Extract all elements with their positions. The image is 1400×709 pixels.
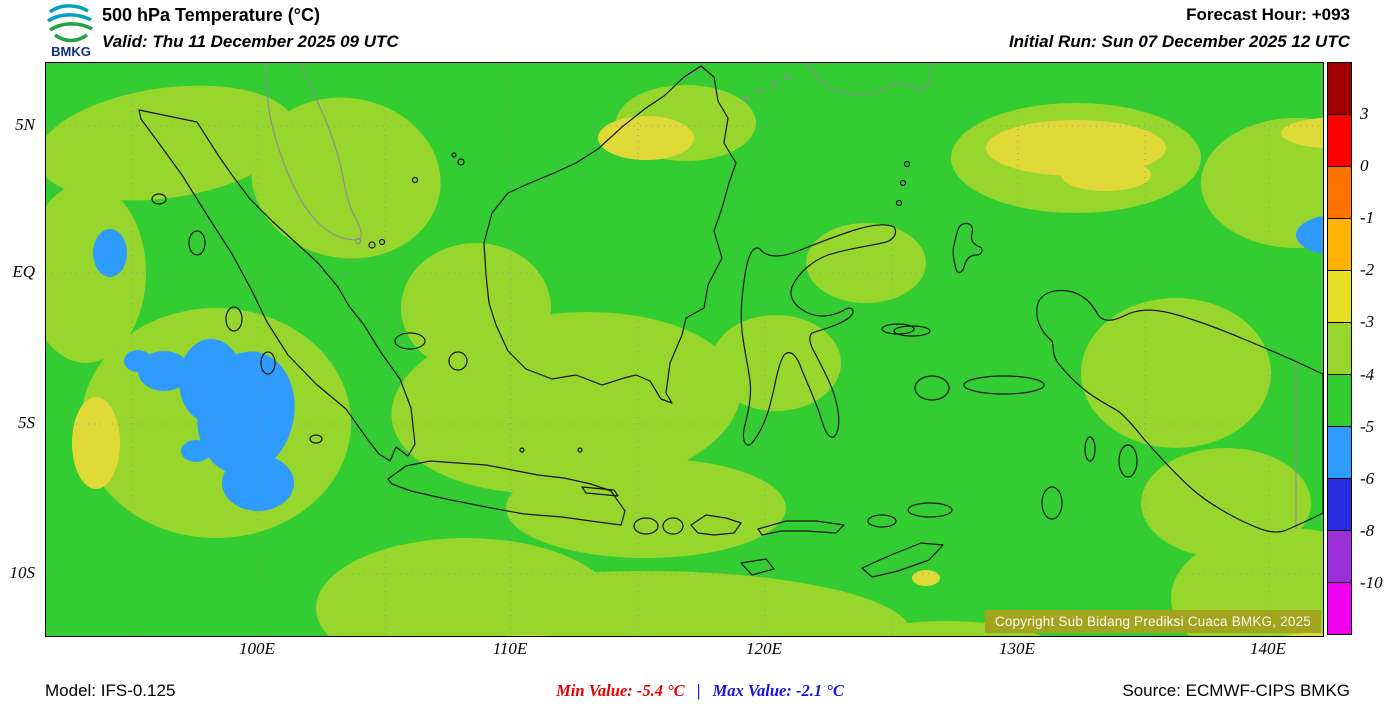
temperature-map: Copyright Sub Bidang Prediksi Cuaca BMKG… bbox=[45, 62, 1324, 637]
model-label: Model: IFS-0.125 bbox=[45, 681, 176, 700]
lat-label: 5N bbox=[15, 115, 35, 134]
colorbar-segment bbox=[1328, 427, 1351, 479]
lon-label: 100E bbox=[239, 639, 275, 658]
temperature-field bbox=[46, 63, 1323, 636]
colorbar-segment bbox=[1328, 323, 1351, 375]
lat-label: 10S bbox=[9, 563, 36, 582]
colorbar-tick-label: -10 bbox=[1360, 572, 1383, 592]
minmax-values: Min Value: -5.4 °C | Max Value: -2.1 °C bbox=[0, 681, 1400, 701]
colorbar-segment bbox=[1328, 167, 1351, 219]
colorbar-segment bbox=[1328, 583, 1351, 634]
source-label: Source: ECMWF-CIPS BMKG bbox=[1122, 681, 1350, 700]
lon-label: 120E bbox=[746, 639, 782, 658]
colorbar-segment bbox=[1328, 375, 1351, 427]
colorbar-segment bbox=[1328, 531, 1351, 583]
initial-run: Initial Run: Sun 07 December 2025 12 UTC bbox=[1008, 32, 1350, 51]
colorbar-segment bbox=[1328, 479, 1351, 531]
colorbar-tick-label: -5 bbox=[1360, 416, 1375, 436]
colorbar-tick-label: 0 bbox=[1360, 156, 1369, 176]
latitude-axis: 5N EQ 5S 10S bbox=[0, 62, 42, 635]
lon-label: 130E bbox=[999, 639, 1035, 658]
map-title: 500 hPa Temperature (°C) bbox=[102, 5, 320, 25]
colorbar-tick-label: -4 bbox=[1360, 364, 1375, 384]
indonesia-coastlines bbox=[138, 65, 1323, 578]
colorbar-tick-label: -8 bbox=[1360, 520, 1375, 540]
colorbar bbox=[1327, 62, 1352, 635]
min-value: Min Value: -5.4 °C bbox=[556, 681, 685, 700]
forecast-hour: Forecast Hour: +093 bbox=[1186, 5, 1350, 24]
lon-label: 110E bbox=[492, 639, 528, 658]
colorbar-tick-label: -1 bbox=[1360, 208, 1375, 228]
colorbar-segment bbox=[1328, 219, 1351, 271]
colorbar-segment bbox=[1328, 63, 1351, 115]
colorbar-segment bbox=[1328, 271, 1351, 323]
bmkg-logo: BMKG bbox=[47, 4, 93, 59]
colorbar-tick-label: -3 bbox=[1360, 312, 1375, 332]
bmkg-logo-text: BMKG bbox=[51, 44, 91, 59]
map-canvas bbox=[46, 63, 1323, 636]
lat-label: 5S bbox=[18, 413, 35, 432]
foreign-coastlines bbox=[263, 63, 1297, 529]
colorbar-tick-label: 3 bbox=[1360, 104, 1369, 124]
colorbar-segment bbox=[1328, 115, 1351, 167]
colorbar-tick-label: -2 bbox=[1360, 260, 1375, 280]
valid-time: Valid: Thu 11 December 2025 09 UTC bbox=[102, 32, 399, 51]
minmax-separator: | bbox=[696, 681, 701, 700]
max-value: Max Value: -2.1 °C bbox=[712, 681, 844, 700]
lon-label: 140E bbox=[1250, 639, 1286, 658]
colorbar-tick-label: -6 bbox=[1360, 468, 1375, 488]
longitude-axis: 100E 110E 120E 130E 140E bbox=[45, 639, 1322, 663]
copyright-notice: Copyright Sub Bidang Prediksi Cuaca BMKG… bbox=[984, 610, 1321, 633]
colorbar-labels: 3 0 -1 -2 -3 -4 -5 -6 -8 -10 bbox=[1360, 62, 1400, 635]
lat-label: EQ bbox=[12, 262, 35, 281]
